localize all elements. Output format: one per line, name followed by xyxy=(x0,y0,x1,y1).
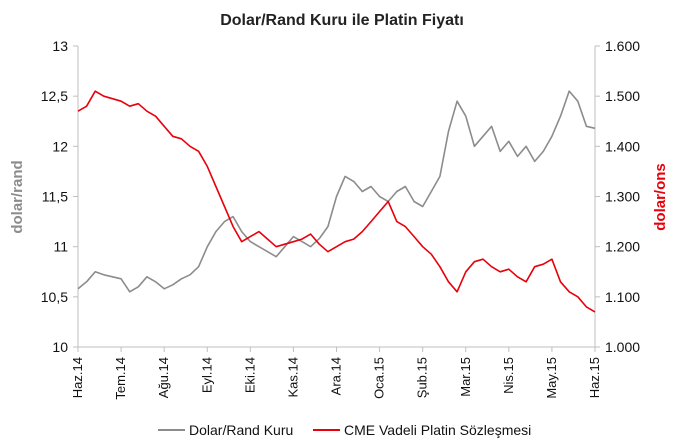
x-tick-label: Haz.15 xyxy=(587,357,602,398)
right-y-tick-label: 1.200 xyxy=(605,239,640,255)
x-tick-label: Eyl.14 xyxy=(199,357,214,393)
right-y-tick-label: 1.300 xyxy=(605,189,640,205)
left-y-tick-label: 11 xyxy=(53,239,68,255)
x-tick-label: Kas.14 xyxy=(285,357,300,397)
x-tick-label: Nis.15 xyxy=(501,357,516,394)
legend-label-rand: Dolar/Rand Kuru xyxy=(189,422,293,438)
series-line-platinum xyxy=(77,90,596,313)
x-tick-label: May.15 xyxy=(544,357,559,399)
legend-label-platinum: CME Vadeli Platin Sözleşmesi xyxy=(344,422,531,438)
right-y-axis-label: dolar/ons xyxy=(652,163,669,231)
left-y-tick-label: 11,5 xyxy=(42,189,68,205)
right-y-tick-label: 1.600 xyxy=(605,38,640,54)
left-y-tick-label: 12,5 xyxy=(41,88,68,104)
left-y-axis-label: dolar/rand xyxy=(9,160,26,233)
left-y-tick-label: 10,5 xyxy=(41,289,68,305)
x-tick-label: Ağu.14 xyxy=(156,357,171,398)
x-tick-label: Haz.14 xyxy=(70,357,85,398)
x-tick-label: Mar.15 xyxy=(458,357,473,397)
right-y-tick-label: 1.100 xyxy=(605,289,640,305)
right-y-tick-label: 1.000 xyxy=(605,339,640,355)
x-tick-label: Tem.14 xyxy=(113,357,128,400)
right-y-tick-label: 1.500 xyxy=(605,88,640,104)
series-group xyxy=(77,90,596,313)
x-tick-label: Ara.14 xyxy=(329,357,344,395)
legend: Dolar/Rand Kuru CME Vadeli Platin Sözleş… xyxy=(158,422,531,438)
left-y-ticks: 10 10,5 11 11,5 12 12,5 13 xyxy=(41,38,78,355)
x-tick-label: Oca.15 xyxy=(372,357,387,399)
left-y-tick-label: 10 xyxy=(52,339,68,355)
x-ticks: Haz.14 Tem.14 Ağu.14 Eyl.14 Eki.14 Kas.14 Ara.… xyxy=(70,347,602,400)
right-y-ticks: 1.000 1.100 1.200 1.300 1.400 1.500 1.600 xyxy=(595,38,640,355)
x-tick-label: Şub.15 xyxy=(415,357,430,398)
chart-title: Dolar/Rand Kuru ile Platin Fiyatı xyxy=(220,12,464,29)
series-line-rand xyxy=(77,90,596,293)
left-y-tick-label: 12 xyxy=(52,138,68,154)
left-y-tick-label: 13 xyxy=(52,38,68,54)
right-y-tick-label: 1.400 xyxy=(605,138,640,154)
x-tick-label: Eki.14 xyxy=(242,357,257,393)
